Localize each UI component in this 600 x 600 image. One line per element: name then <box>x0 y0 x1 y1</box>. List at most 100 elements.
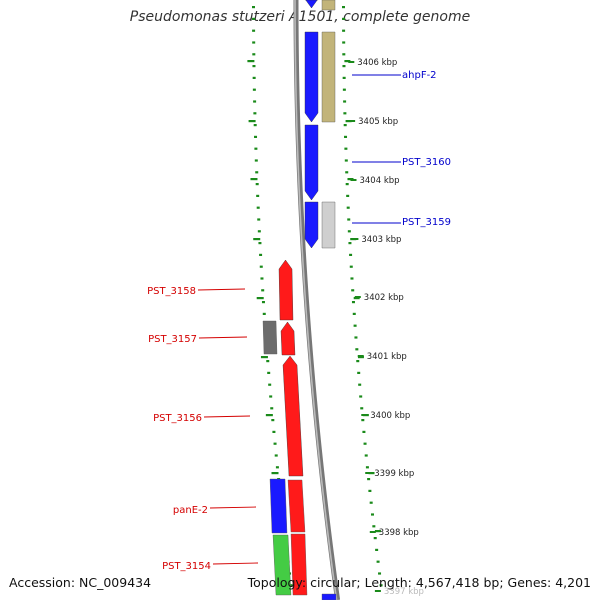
gc-tick-right <box>351 289 355 292</box>
gc-major-tick <box>357 356 364 359</box>
gc-tick-right <box>355 348 359 351</box>
gc-major-tick <box>265 414 273 417</box>
gc-tick-left <box>255 171 259 174</box>
gc-tick-right <box>359 395 363 398</box>
accession-text: Accession: NC_009434 <box>9 575 152 590</box>
scale-label: 3397 kbp <box>384 587 424 597</box>
gc-tick-left <box>252 17 256 20</box>
gc-tick-left <box>273 442 277 445</box>
gc-tick-left <box>257 218 261 221</box>
gc-tick-right <box>351 301 355 304</box>
gc-tick-right <box>346 206 350 209</box>
gc-tick-right <box>358 383 362 386</box>
gc-tick-right <box>373 537 377 540</box>
gc-major-tick <box>250 178 258 181</box>
scale-label: 3400 kbp <box>370 411 410 421</box>
gc-tick-right <box>342 41 346 44</box>
gc-tick-right <box>348 242 352 245</box>
gc-tick-right <box>360 407 364 410</box>
gc-tick-right <box>347 230 351 233</box>
gc-tick-right <box>342 53 346 56</box>
gc-tick-left <box>252 65 256 68</box>
scale-label: 3403 kbp <box>361 235 401 245</box>
gc-major-tick <box>374 530 381 533</box>
gc-tick-right <box>345 171 349 174</box>
gc-major-tick <box>345 120 352 123</box>
gc-tick-left <box>253 112 257 115</box>
scale-tick <box>369 531 376 533</box>
gc-tick-right <box>356 360 360 363</box>
gc-tick-left <box>266 360 270 363</box>
gene-PST_3157-arrow <box>280 321 296 356</box>
gene-label: PST_3156 <box>153 413 202 424</box>
gene-ahpF-2-arrow <box>304 31 319 123</box>
scale-label: 3405 kbp <box>358 117 398 127</box>
gc-tick-left <box>253 124 257 127</box>
gc-tick-left <box>254 159 258 162</box>
gene-label: PST_3157 <box>148 334 197 345</box>
gene-label: PST_3159 <box>402 217 451 228</box>
label-leader-line <box>198 336 248 339</box>
gene-PST_3156-arrow <box>282 355 304 477</box>
gc-tick-left <box>268 383 272 386</box>
backbone-ring <box>293 0 341 600</box>
gc-tick-right <box>354 336 358 339</box>
scale-label: 3401 kbp <box>367 352 407 362</box>
gc-tick-right <box>375 548 379 551</box>
scale-tick <box>365 472 372 474</box>
gc-tick-right <box>350 277 354 280</box>
gc-tick-right <box>343 124 347 127</box>
gene-forward-arrow <box>304 0 319 9</box>
feature-track <box>262 0 337 600</box>
gc-tick-right <box>349 265 353 268</box>
gene-forward-stub <box>321 593 337 600</box>
gc-content-track <box>247 6 383 587</box>
gc-tick-left <box>252 29 256 32</box>
label-leader-line <box>203 415 251 418</box>
scale-tick <box>352 238 359 240</box>
gc-major-tick <box>260 356 268 359</box>
gc-tick-right <box>368 489 372 492</box>
gene-PST_3158-arrow <box>278 259 294 321</box>
gene-label: PST_3160 <box>402 157 451 168</box>
gc-major-tick <box>271 472 279 475</box>
gc-major-tick <box>347 178 354 181</box>
scale-tick <box>357 355 364 357</box>
gc-tick-right <box>342 76 346 79</box>
gc-tick-left <box>255 183 259 186</box>
gc-tick-right <box>342 65 346 68</box>
scale-label: 3398 kbp <box>379 528 419 538</box>
scale-tick <box>361 414 368 416</box>
gc-tick-left <box>253 100 257 103</box>
green-feature <box>272 534 292 596</box>
gc-tick-right <box>364 454 368 457</box>
gc-tick-left <box>252 88 256 91</box>
gc-tick-left <box>271 419 275 422</box>
gc-tick-right <box>347 218 351 221</box>
gc-tick-right <box>361 419 365 422</box>
gc-tick-right <box>342 6 346 9</box>
khaki-feature <box>321 0 336 11</box>
gene-PST_3159-arrow <box>304 201 319 249</box>
scale-label: 3402 kbp <box>364 293 404 303</box>
gc-major-tick <box>248 120 256 123</box>
gc-tick-left <box>252 53 256 56</box>
label-leader-line <box>197 288 246 291</box>
gc-tick-right <box>343 112 347 115</box>
scale-tick <box>354 296 361 298</box>
gc-tick-right <box>346 194 350 197</box>
gc-tick-right <box>342 17 346 20</box>
gc-tick-left <box>252 76 256 79</box>
backbone <box>293 0 341 600</box>
gc-tick-left <box>252 41 256 44</box>
gc-tick-right <box>379 584 383 587</box>
scale-tick <box>348 61 355 63</box>
gene-PST_3154-box <box>290 533 308 596</box>
gc-tick-left <box>260 277 264 280</box>
gc-tick-right <box>369 501 373 504</box>
gene-labels: ahpF-2 PST_3160 PST_3159 PST_3158 PST_3157 PS… <box>147 70 451 572</box>
gc-tick-left <box>275 466 279 469</box>
gc-tick-right <box>363 442 367 445</box>
gc-tick-left <box>254 135 258 138</box>
